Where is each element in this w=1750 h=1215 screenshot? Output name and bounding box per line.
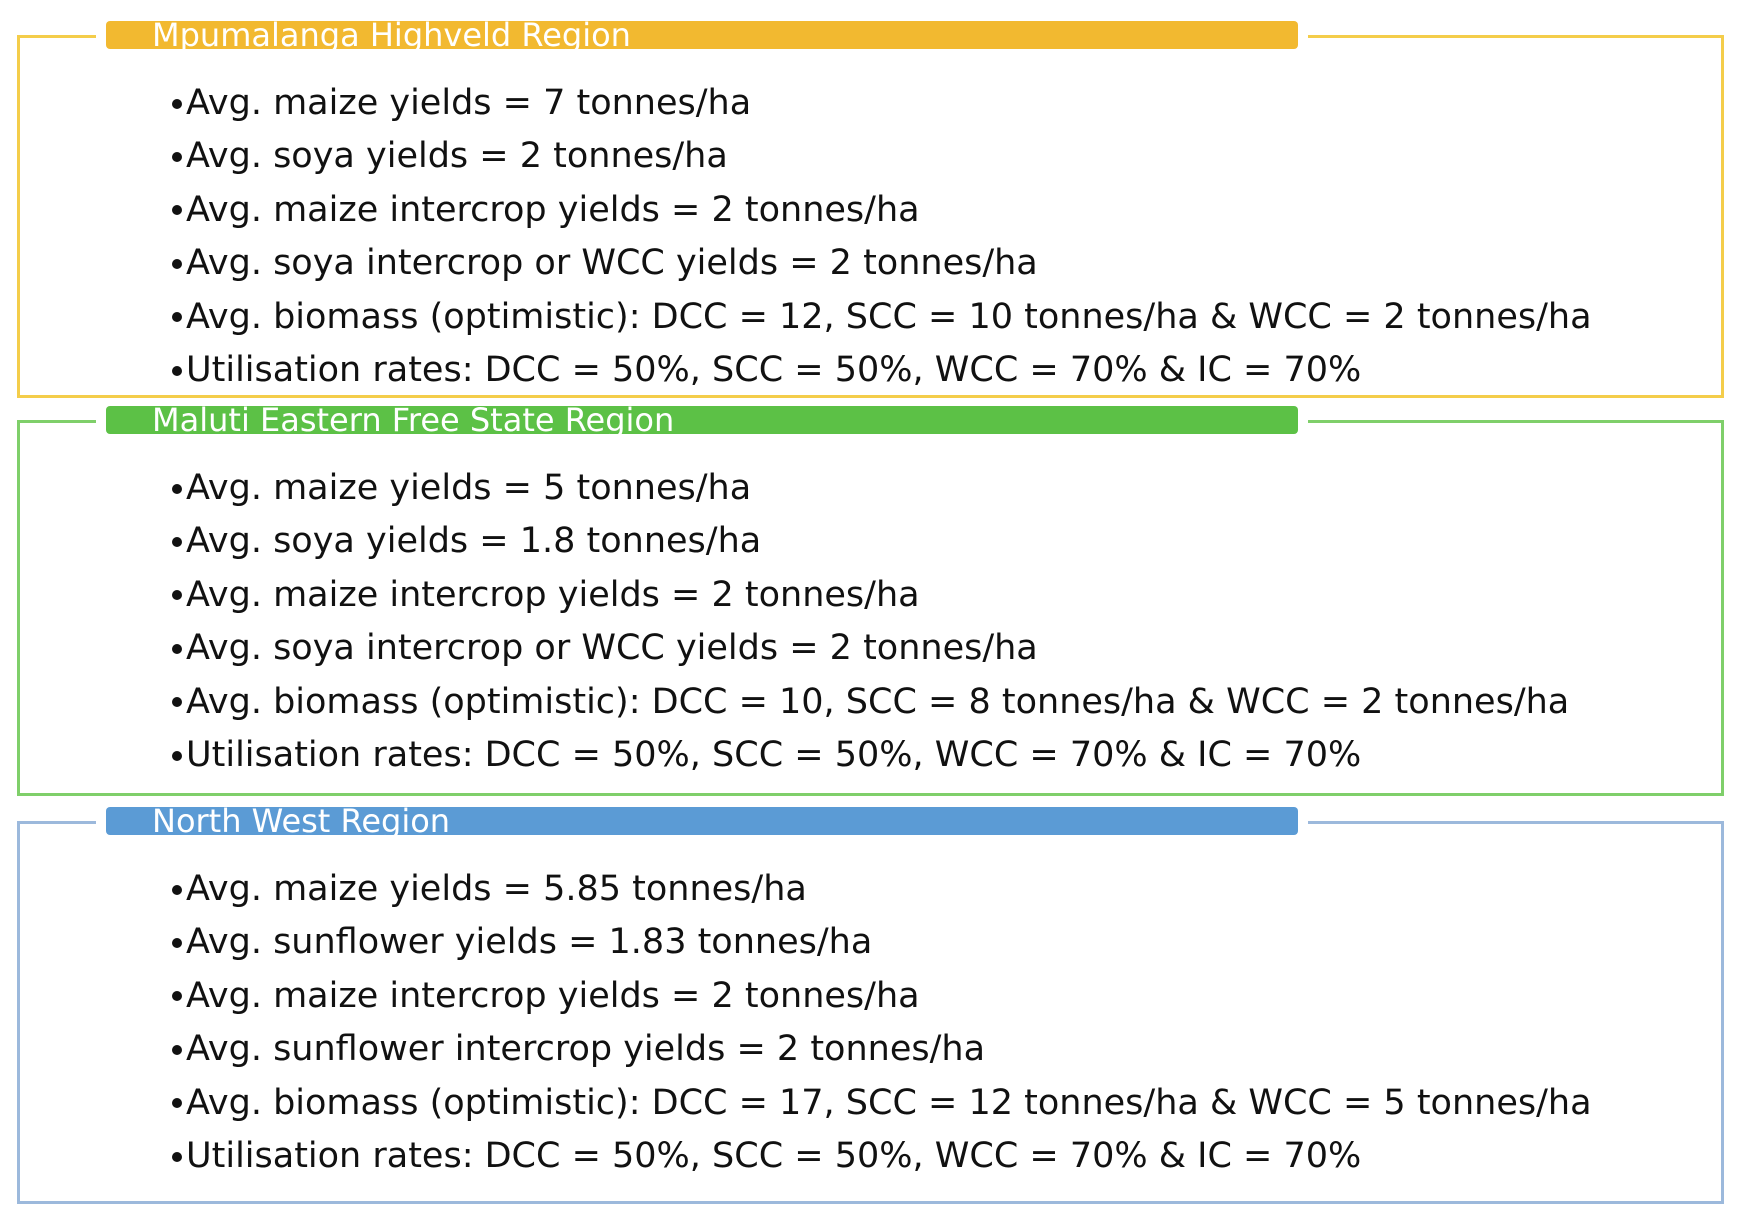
bullet-text: Avg. biomass (optimistic): DCC = 17, SCC… <box>186 1082 1592 1123</box>
bullet-text: Avg. soya yields = 2 tonnes/ha <box>186 136 728 177</box>
bullet-text: Avg. soya intercrop or WCC yields = 2 to… <box>186 243 1038 284</box>
bullet-dot-icon <box>172 884 182 895</box>
bullet-item: Utilisation rates: DCC = 50%, SCC = 50%,… <box>153 729 1569 782</box>
region-title-mpumalanga: Mpumalanga Highveld Region <box>152 21 631 49</box>
bullet-text: Utilisation rates: DCC = 50%, SCC = 50%,… <box>186 734 1362 775</box>
bullet-dot-icon <box>172 152 182 163</box>
bullet-dot-icon <box>172 1151 182 1162</box>
bullet-item: Avg. soya intercrop or WCC yields = 2 to… <box>153 237 1592 290</box>
bullet-text: Avg. maize intercrop yields = 2 tonnes/h… <box>186 975 920 1016</box>
bullet-text: Utilisation rates: DCC = 50%, SCC = 50%,… <box>186 1135 1362 1176</box>
region-title-bar-maluti: Maluti Eastern Free State Region <box>106 406 1298 434</box>
bullet-text: Avg. maize intercrop yields = 2 tonnes/h… <box>186 574 920 615</box>
bullet-item: Avg. maize yields = 5 tonnes/ha <box>153 462 1569 515</box>
bullet-item: Avg. biomass (optimistic): DCC = 12, SCC… <box>153 291 1592 344</box>
bullet-item: Avg. soya intercrop or WCC yields = 2 to… <box>153 622 1569 675</box>
bullet-dot-icon <box>172 643 182 654</box>
bullet-item: Avg. sunflower yields = 1.83 tonnes/ha <box>153 916 1592 969</box>
bullet-item: Avg. biomass (optimistic): DCC = 17, SCC… <box>153 1077 1592 1130</box>
region-panel-mpumalanga: Mpumalanga Highveld Region Avg. maize yi… <box>17 21 1724 398</box>
bullet-dot-icon <box>172 205 182 216</box>
region-title-bar-north-west: North West Region <box>106 807 1298 835</box>
bullet-text: Avg. soya yields = 1.8 tonnes/ha <box>186 521 762 562</box>
bullet-dot-icon <box>172 697 182 708</box>
bullet-list-mpumalanga: Avg. maize yields = 7 tonnes/ha Avg. soy… <box>153 77 1592 397</box>
bullet-item: Utilisation rates: DCC = 50%, SCC = 50%,… <box>153 1130 1592 1183</box>
bullet-item: Avg. maize intercrop yields = 2 tonnes/h… <box>153 970 1592 1023</box>
bullet-list-maluti: Avg. maize yields = 5 tonnes/ha Avg. soy… <box>153 462 1569 782</box>
bullet-text: Avg. maize intercrop yields = 2 tonnes/h… <box>186 189 920 230</box>
bullet-dot-icon <box>172 750 182 761</box>
bullet-text: Utilisation rates: DCC = 50%, SCC = 50%,… <box>186 349 1362 390</box>
bullet-item: Utilisation rates: DCC = 50%, SCC = 50%,… <box>153 344 1592 397</box>
bullet-dot-icon <box>172 590 182 601</box>
bullet-dot-icon <box>172 312 182 323</box>
bullet-item: Avg. maize yields = 5.85 tonnes/ha <box>153 863 1592 916</box>
bullet-text: Avg. maize yields = 5.85 tonnes/ha <box>186 869 807 909</box>
bullet-dot-icon <box>172 537 182 548</box>
bullet-item: Avg. sunflower intercrop yields = 2 tonn… <box>153 1023 1592 1076</box>
region-panel-north-west: North West Region Avg. maize yields = 5.… <box>17 807 1724 1204</box>
region-panel-maluti: Maluti Eastern Free State Region Avg. ma… <box>17 406 1724 796</box>
bullet-dot-icon <box>172 991 182 1002</box>
bullet-text: Avg. soya intercrop or WCC yields = 2 to… <box>186 628 1038 669</box>
bullet-dot-icon <box>172 365 182 376</box>
region-title-bar-mpumalanga: Mpumalanga Highveld Region <box>106 21 1298 49</box>
bullet-text: Avg. biomass (optimistic): DCC = 10, SCC… <box>186 681 1570 722</box>
bullet-text: Avg. maize yields = 5 tonnes/ha <box>186 468 752 508</box>
bullet-item: Avg. biomass (optimistic): DCC = 10, SCC… <box>153 676 1569 729</box>
bullet-text: Avg. sunflower intercrop yields = 2 tonn… <box>186 1029 986 1070</box>
bullet-dot-icon <box>172 1044 182 1055</box>
bullet-item: Avg. maize intercrop yields = 2 tonnes/h… <box>153 569 1569 622</box>
bullet-text: Avg. sunflower yields = 1.83 tonnes/ha <box>186 922 873 963</box>
bullet-list-north-west: Avg. maize yields = 5.85 tonnes/ha Avg. … <box>153 863 1592 1183</box>
region-title-maluti: Maluti Eastern Free State Region <box>152 406 675 434</box>
bullet-dot-icon <box>172 483 182 494</box>
bullet-text: Avg. maize yields = 7 tonnes/ha <box>186 83 752 123</box>
bullet-item: Avg. maize intercrop yields = 2 tonnes/h… <box>153 184 1592 237</box>
bullet-dot-icon <box>172 1098 182 1109</box>
bullet-item: Avg. maize yields = 7 tonnes/ha <box>153 77 1592 130</box>
bullet-text: Avg. biomass (optimistic): DCC = 12, SCC… <box>186 296 1592 337</box>
region-title-north-west: North West Region <box>152 807 451 835</box>
bullet-item: Avg. soya yields = 1.8 tonnes/ha <box>153 515 1569 568</box>
bullet-dot-icon <box>172 938 182 949</box>
bullet-dot-icon <box>172 98 182 109</box>
bullet-dot-icon <box>172 258 182 269</box>
bullet-item: Avg. soya yields = 2 tonnes/ha <box>153 130 1592 183</box>
